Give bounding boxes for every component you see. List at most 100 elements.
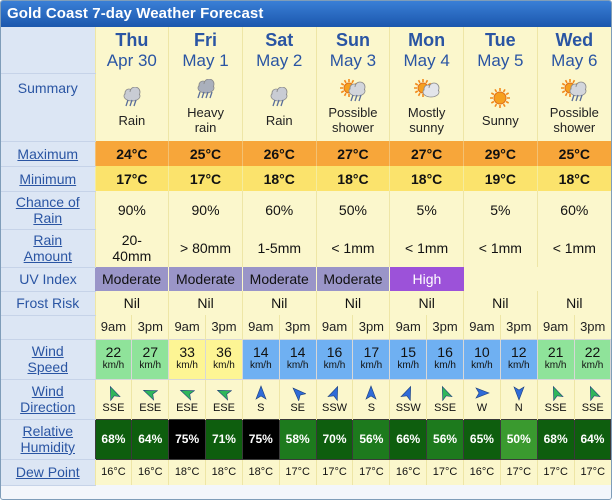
wind-direction: ESE <box>205 379 243 419</box>
day-date: May 6 <box>551 50 598 70</box>
rain-amount-text: < 1mm <box>331 240 375 256</box>
dew-point: 18°C <box>205 459 243 485</box>
wind-speed-value: 33 <box>179 344 195 360</box>
rain-chance: 90% <box>94 191 169 229</box>
wind-direction-text: ESE <box>176 401 199 414</box>
day-header: Thu Apr 30 <box>94 27 169 73</box>
wind-speed-unit: km/h <box>176 360 198 371</box>
maximum-label: Maximum <box>1 141 95 167</box>
day-name: Sun <box>335 29 370 50</box>
uv-index: Moderate <box>95 267 170 291</box>
wind-speed-value: 12 <box>510 344 527 360</box>
wind-direction-text: SSW <box>321 401 348 414</box>
day-date: Apr 30 <box>106 50 157 70</box>
wind-speed: 22 km/h <box>94 338 133 380</box>
uv-index: Moderate <box>316 267 391 291</box>
day-name: Sat <box>265 29 294 50</box>
max-temp: 27°C <box>315 141 390 166</box>
relative-humidity: 68% <box>94 418 133 460</box>
max-temp: 25°C <box>536 141 611 166</box>
relative-humidity: 66% <box>389 418 428 460</box>
summary-text: shower <box>553 120 596 135</box>
wind-direction: S <box>352 379 390 419</box>
wind-direction-text: N <box>514 401 523 414</box>
wind-direction: SSE <box>94 379 132 419</box>
summary-cell: Possible shower <box>315 73 390 141</box>
relative-humidity: 75% <box>168 418 207 460</box>
wind-direction-text: SE <box>290 401 305 414</box>
min-temp: 18°C <box>315 166 390 191</box>
wind-speed-label: Wind Speed <box>1 339 95 380</box>
time-slot: 3pm <box>131 315 169 339</box>
wind-speed-value: 14 <box>253 344 269 360</box>
wind-speed-unit: km/h <box>397 360 420 371</box>
max-temp: 25°C <box>168 141 243 166</box>
time-slot: 9am <box>168 315 206 339</box>
wind-direction-text: S <box>367 401 376 414</box>
time-label-spacer <box>1 315 95 340</box>
rain-amount-text: 1-5mm <box>257 240 302 256</box>
time-slot: 3pm <box>499 315 538 339</box>
wind-speed-unit: km/h <box>360 360 383 371</box>
summary-cell: Sunny <box>463 73 538 141</box>
summary-cell: Mostly sunny <box>389 73 464 141</box>
wind-direction: SSE <box>536 379 575 419</box>
wind-direction: S <box>241 379 280 419</box>
wind-arrow-icon <box>538 385 574 401</box>
day-date: May 3 <box>329 50 377 70</box>
wind-direction-label: Wind Direction <box>1 379 95 420</box>
wind-arrow-icon <box>575 385 611 401</box>
wind-direction: SSW <box>389 379 427 419</box>
wind-arrow-icon <box>464 385 500 401</box>
wind-speed-value: 27 <box>142 344 159 360</box>
summary-text: shower <box>331 120 374 135</box>
wind-speed-value: 22 <box>105 344 122 360</box>
rain-amount: < 1mm <box>463 229 538 267</box>
wind-speed: 12 km/h <box>499 338 538 380</box>
frost-risk: Nil <box>315 291 390 315</box>
wind-direction-text: SSE <box>434 401 457 414</box>
wind-arrow-icon <box>169 385 205 401</box>
frost-risk: Nil <box>168 291 243 315</box>
min-temp: 18°C <box>536 166 611 191</box>
summary-text: Sunny <box>481 112 519 128</box>
summary-cell: Rain <box>94 73 169 141</box>
day-header: Sun May 3 <box>315 27 390 73</box>
rain-amount-text: 40mm <box>112 248 152 264</box>
wind-speed: 14 km/h <box>241 338 280 380</box>
wind-speed-value: 16 <box>326 344 343 360</box>
wind-speed-value: 10 <box>474 344 490 360</box>
summary-text: Heavy <box>187 105 224 120</box>
wind-arrow-icon <box>96 385 132 401</box>
dew-point: 17°C <box>536 459 575 485</box>
rain-chance: 90% <box>168 191 243 229</box>
dew-point: 17°C <box>352 459 390 485</box>
uv-index <box>463 267 538 291</box>
wind-direction-text: W <box>476 401 488 414</box>
wind-speed-value: 21 <box>547 344 564 360</box>
wind-direction: ESE <box>168 379 206 419</box>
relative-humidity: 56% <box>426 418 464 460</box>
day-name: Tue <box>485 29 516 50</box>
wind-direction-text: ESE <box>139 401 162 414</box>
time-slot: 3pm <box>278 315 317 339</box>
wind-speed-unit: km/h <box>249 360 272 371</box>
wind-arrow-icon <box>353 384 389 401</box>
time-slot: 9am <box>94 315 132 339</box>
wind-speed-unit: km/h <box>434 360 456 371</box>
relative-humidity: 65% <box>463 418 501 460</box>
time-slot: 3pm <box>352 315 390 339</box>
dew-point: 17°C <box>499 459 538 485</box>
frost-risk: Nil <box>463 291 538 315</box>
wind-speed-value: 14 <box>289 344 306 360</box>
wind-speed: 10 km/h <box>463 338 501 380</box>
dew-point: 17°C <box>573 459 611 485</box>
wind-speed: 16 km/h <box>315 338 354 380</box>
wind-direction: SSE <box>573 379 611 419</box>
dew-point: 18°C <box>168 459 206 485</box>
frost-risk: Nil <box>241 291 317 315</box>
rain-amount: 1-5mm <box>241 229 317 267</box>
dew-point: 17°C <box>315 459 353 485</box>
time-slot: 9am <box>241 315 280 339</box>
day-date: May 5 <box>477 50 524 70</box>
